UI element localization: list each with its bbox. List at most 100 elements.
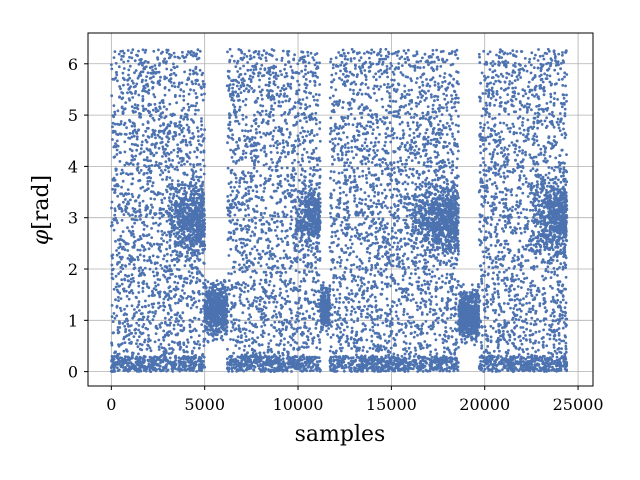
data-point [185,224,189,228]
data-point [140,140,144,144]
data-point [304,64,308,68]
data-point [198,162,202,166]
data-point [203,225,206,229]
data-point [142,109,145,112]
data-point [240,245,244,249]
data-point [165,369,169,373]
data-point [146,241,150,245]
data-point [254,322,257,326]
data-point [196,178,200,182]
data-point [188,228,192,232]
data-point [134,331,138,335]
data-point [169,321,172,325]
data-point [278,294,282,297]
data-point [113,355,116,358]
data-point [173,215,177,219]
data-point [111,320,115,323]
data-point [190,220,194,224]
data-point [296,195,300,199]
data-point [191,216,195,220]
data-point [199,356,203,360]
data-point [143,223,146,227]
data-point [187,270,191,273]
data-point [264,294,268,298]
data-point [216,283,220,286]
data-point [170,351,173,355]
data-point [259,257,262,261]
data-point [218,293,222,296]
data-point [183,236,187,240]
data-point [142,280,146,283]
data-point [175,208,179,212]
data-point [207,323,211,327]
data-point [110,206,113,210]
data-point [304,72,307,76]
data-point [116,221,119,225]
data-point [197,135,200,138]
data-point [164,154,168,158]
data-point [281,139,285,142]
data-point [203,282,207,286]
data-point [260,97,264,101]
data-point [144,59,147,63]
data-point [168,238,172,242]
data-point [228,355,231,359]
data-point [148,77,152,80]
data-point [295,341,299,345]
data-point [137,352,140,356]
data-point [198,68,202,72]
data-point [167,170,171,174]
data-point [230,301,234,304]
data-point [151,116,155,120]
data-point [179,88,183,92]
data-point [267,177,271,181]
data-point [118,95,121,99]
data-point [176,260,179,264]
data-point [131,316,135,320]
data-point [243,52,247,56]
data-point [144,65,148,69]
data-point [179,219,182,223]
data-point [211,305,214,308]
data-point [233,270,237,274]
data-point [183,115,187,119]
data-point [146,315,150,319]
data-point [193,316,197,320]
data-point [314,280,318,284]
data-point [252,55,256,59]
data-point [283,236,287,240]
data-point [185,220,189,224]
data-point [189,306,193,310]
data-point [120,185,123,189]
data-point [200,187,203,191]
data-point [129,90,132,94]
data-point [186,198,190,202]
data-point [291,71,295,74]
data-point [244,335,248,338]
data-point [235,84,239,88]
data-point [194,240,198,244]
data-point [283,92,286,96]
data-point [117,272,120,276]
data-point [135,137,139,141]
data-point [300,157,304,161]
data-point [126,162,130,166]
data-point [261,216,265,219]
data-point [167,88,171,92]
data-point [249,177,253,181]
data-point [196,340,200,343]
data-point [110,315,114,318]
data-point [163,93,167,97]
data-point [178,363,182,367]
data-point [209,301,213,305]
data-point [111,359,115,363]
data-point [138,58,142,62]
data-point [241,270,245,274]
data-point [184,238,188,242]
data-point [238,347,241,350]
data-point [296,314,300,318]
data-point [231,326,235,329]
data-point [114,239,117,243]
data-point [149,159,153,163]
data-point [110,67,114,71]
